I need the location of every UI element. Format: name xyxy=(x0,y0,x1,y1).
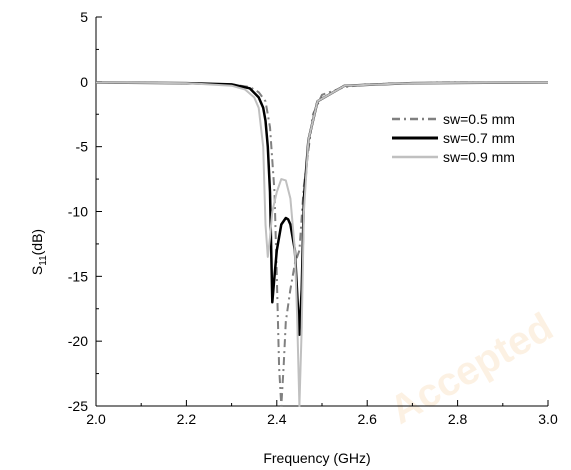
legend-label-3: sw=0.9 mm xyxy=(443,149,515,165)
y-axis-title-unit: (dB) xyxy=(29,229,45,255)
legend: sw=0.5 mm sw=0.7 mm sw=0.9 mm xyxy=(392,111,515,165)
x-axis-title: Frequency (GHz) xyxy=(263,450,370,466)
legend-label-2: sw=0.7 mm xyxy=(443,130,515,146)
y-axis-title-main: S xyxy=(29,266,45,275)
series-line-1 xyxy=(95,81,548,407)
x-tick-label: 3.0 xyxy=(538,411,558,427)
legend-label-1: sw=0.5 mm xyxy=(443,111,515,127)
axes xyxy=(95,16,549,407)
watermark: Accepted xyxy=(383,305,561,433)
x-tick-label: 2.2 xyxy=(177,411,197,427)
y-axis-title: S11(dB) xyxy=(29,229,49,275)
series-line-3 xyxy=(95,81,549,407)
x-tick-label: 2.6 xyxy=(357,411,377,427)
y-tick-label: -5 xyxy=(76,139,89,155)
y-axis-title-subscript: 11 xyxy=(38,255,49,266)
y-tick-label: -20 xyxy=(68,333,88,349)
series-layer xyxy=(95,81,549,407)
y-tick-label: -10 xyxy=(68,204,88,220)
x-tick-label: 2.4 xyxy=(267,411,287,427)
y-tick-label: 0 xyxy=(80,74,88,90)
tick-labels: 5 0 -5 -10 -15 -20 -252.0 2.2 2.4 2.6 2.8 3.0 xyxy=(68,9,558,427)
y-tick-label: 5 xyxy=(80,9,88,25)
x-tick-label: 2.8 xyxy=(448,411,468,427)
y-tick-label: -25 xyxy=(68,398,88,414)
x-tick-label: 2.0 xyxy=(86,411,106,427)
y-tick-label: -15 xyxy=(68,268,88,284)
